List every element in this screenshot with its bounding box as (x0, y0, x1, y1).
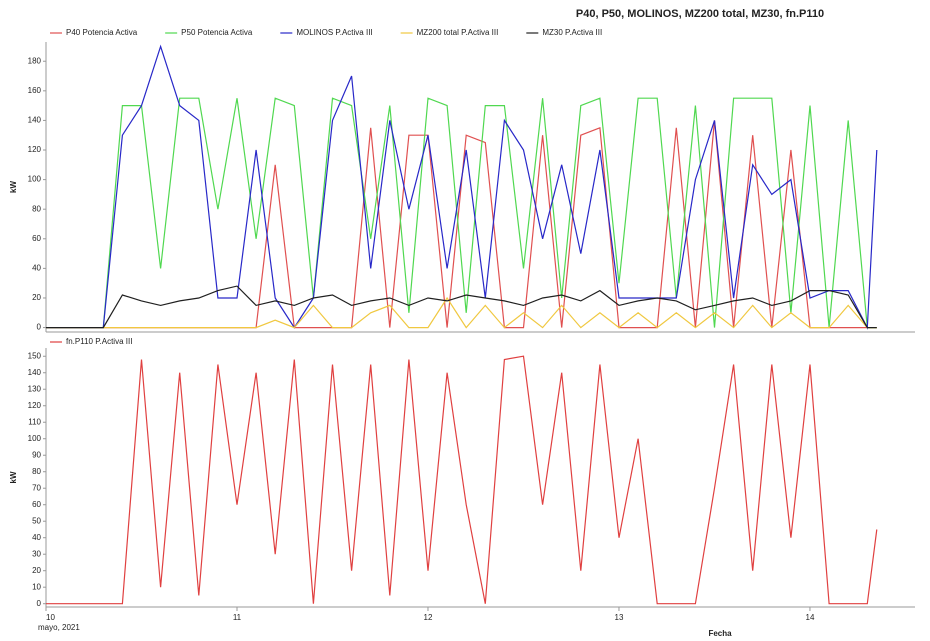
y-tick-label: 40 (32, 533, 41, 542)
y-tick-label: 50 (32, 516, 41, 525)
legend-label: P40 Potencia Activa (66, 28, 138, 37)
y-axis-label: kW (9, 471, 18, 483)
y-tick-label: 30 (32, 549, 41, 558)
y-tick-label: 80 (32, 467, 41, 476)
x-tick-label: 14 (806, 613, 815, 622)
y-tick-label: 20 (32, 566, 41, 575)
y-tick-label: 0 (37, 323, 42, 332)
y-tick-label: 100 (28, 434, 42, 443)
line-series (46, 355, 878, 605)
line-series (46, 97, 877, 329)
x-tick-label: 11 (233, 613, 242, 622)
y-tick-label: 20 (32, 293, 41, 302)
y-tick-label: 90 (32, 450, 41, 459)
y-tick-label: 160 (28, 86, 42, 95)
y-tick-label: 130 (28, 384, 42, 393)
y-tick-label: 40 (32, 263, 41, 272)
legend-label: P50 Potencia Activa (181, 28, 253, 37)
legend-label: MOLINOS P.Activa III (296, 28, 372, 37)
line-series (46, 44, 878, 330)
y-tick-label: 100 (28, 175, 42, 184)
x-tick-label: 12 (424, 613, 433, 622)
y-tick-label: 10 (32, 582, 41, 591)
y-tick-label: 150 (28, 351, 42, 360)
y-tick-label: 70 (32, 483, 41, 492)
legend-label: MZ30 P.Activa III (542, 28, 602, 37)
y-tick-label: 0 (37, 599, 42, 608)
y-axis-label: kW (9, 181, 18, 193)
y-tick-label: 60 (32, 234, 41, 243)
y-tick-label: 110 (28, 417, 41, 426)
legend-label: fn.P110 P.Activa III (66, 337, 132, 346)
y-tick-label: 80 (32, 204, 41, 213)
x-axis-label: Fecha (708, 629, 732, 638)
x-tick-label: 13 (615, 613, 624, 622)
x-tick-label: 10 (46, 613, 55, 622)
line-series (46, 285, 877, 329)
y-tick-label: 140 (28, 116, 42, 125)
y-tick-label: 180 (28, 56, 42, 65)
line-series (46, 296, 877, 329)
y-tick-label: 120 (28, 401, 42, 410)
y-tick-label: 60 (32, 500, 41, 509)
legend-label: MZ200 total P.Activa III (417, 28, 499, 37)
chart-title: P40, P50, MOLINOS, MZ200 total, MZ30, fn… (576, 8, 824, 20)
y-tick-label: 120 (28, 145, 42, 154)
y-tick-label: 140 (28, 368, 42, 377)
x-sublabel: mayo, 2021 (38, 623, 80, 632)
